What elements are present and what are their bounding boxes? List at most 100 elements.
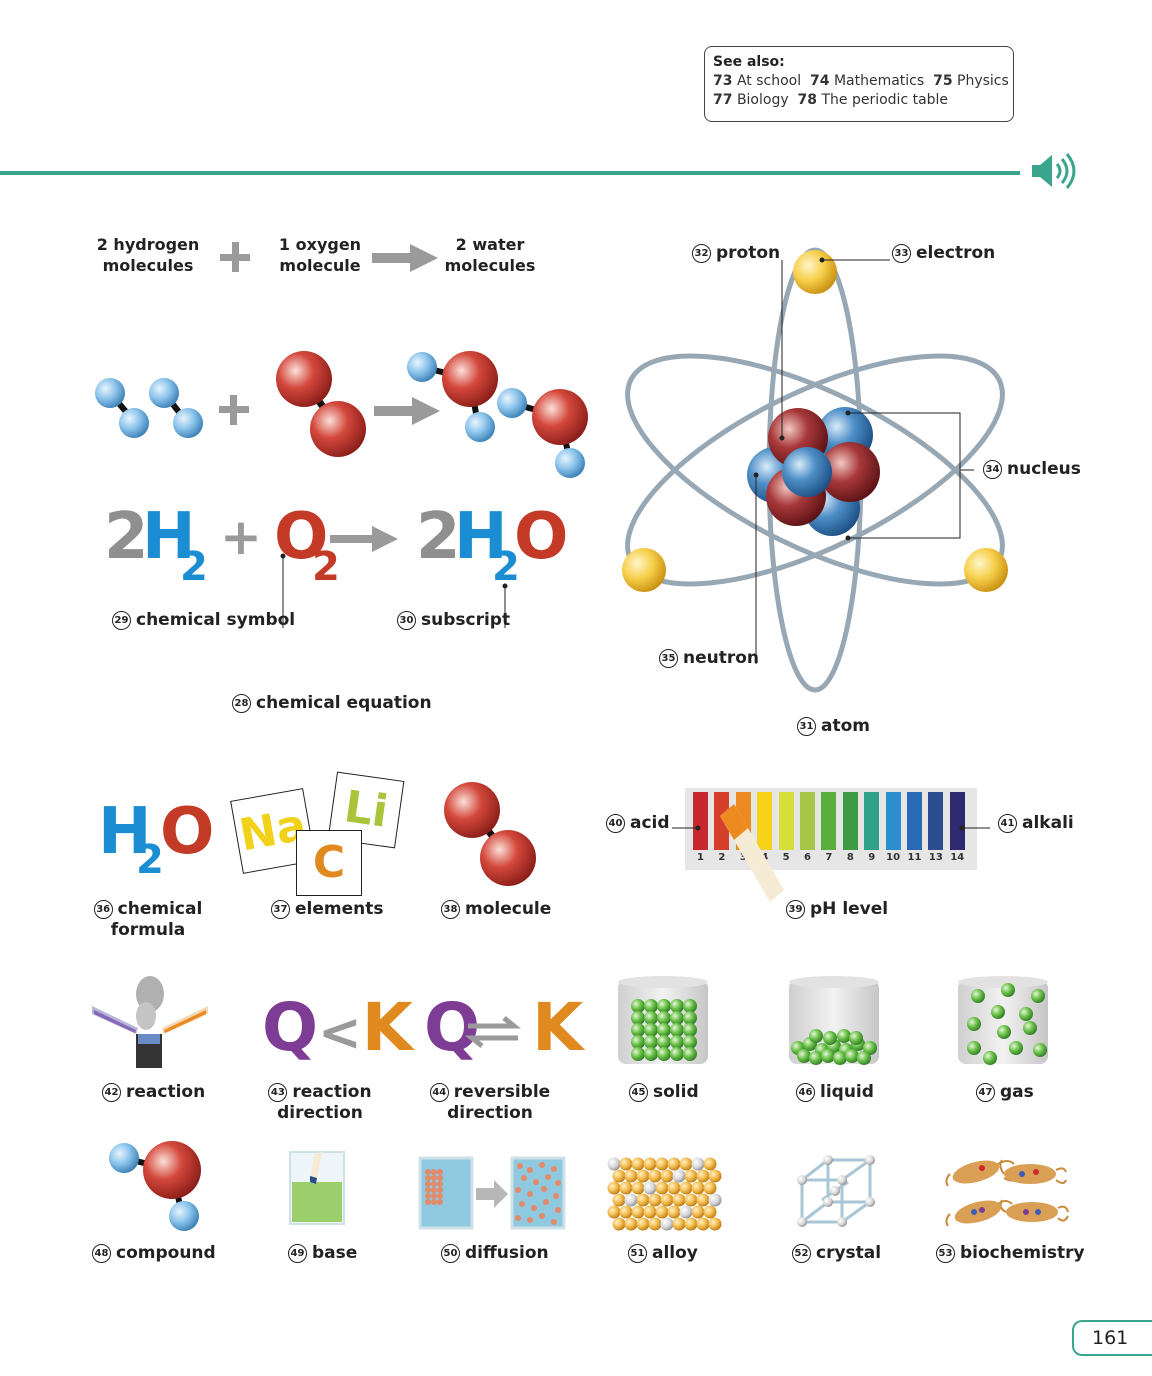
chemical-equation-formula: 2 H 2 + O 2 2 H 2 O [104,500,568,600]
label-reaction: 42 reaction [102,1082,205,1103]
ph-number: 5 [782,852,790,863]
diffusion-particle [431,1169,437,1175]
solid-particle [644,1023,658,1037]
solid-particle [657,1023,671,1037]
gas-particles [967,983,1047,1065]
diffusion-particle [425,1175,431,1181]
label-chemical-symbol: 29 chemical symbol [112,610,295,631]
reversible-arrows-icon [464,1016,522,1048]
hydrogen-symbol: H [454,500,508,574]
label-crystal: 52 crystal [792,1243,881,1264]
diffusion-particle [515,1215,521,1221]
alloy-particle [691,1157,705,1171]
alloy-particle [648,1193,662,1207]
solid-particle [631,1023,645,1037]
diffusion-particle [425,1169,431,1175]
see-also-link[interactable]: Mathematics [833,73,925,89]
liquid-particle [837,1029,851,1043]
solid-particle [657,1035,671,1049]
gas-particle [991,1005,1005,1019]
solid-particle [670,1047,684,1061]
alloy-particle [672,1169,686,1183]
alloy-particle [648,1169,662,1183]
solid-particle [670,1023,684,1037]
alloy-particle [631,1181,645,1195]
liquid-particles [791,1029,877,1065]
ph-bar [693,792,708,850]
see-also-link[interactable]: At school [736,73,802,89]
solid-particle [644,1047,658,1061]
diffusion-particle [519,1201,525,1207]
oxygen-label: 1 oxygen molecule [278,235,362,275]
label-reaction-direction: 43 reaction direction [250,1082,390,1124]
see-also-num[interactable]: 77 [713,92,733,108]
liquid-particle [849,1031,863,1045]
diffusion-particle [533,1179,539,1185]
solid-particle [657,999,671,1013]
see-also-link[interactable]: Biology [736,92,789,108]
alloy-particle [703,1157,717,1171]
hydrogen-label: 2 hydrogen molecules [96,235,200,275]
label-acid: 40 acid [606,813,670,834]
alloy-particle [631,1157,645,1171]
speaker-icon[interactable] [1030,152,1078,190]
gas-particle [967,1041,981,1055]
elements-cards: Li Na C [230,770,412,900]
biochemistry-graphic [945,1159,1069,1227]
diffusion-particle [425,1199,431,1205]
diffusion-particle [431,1187,437,1193]
diffusion-particle [531,1205,537,1211]
label-molecule: 38 molecule [441,899,551,920]
reaction-direction-graphic: Q<K [262,988,413,1073]
solid-particle [670,1035,684,1049]
alloy-particle [708,1169,722,1183]
diffusion-particle [521,1175,527,1181]
alloy-particle [672,1217,686,1231]
coefficient: 2 [104,500,149,574]
diffusion-particle [527,1191,533,1197]
equation-plus-icon [220,242,250,272]
alloy-particle [643,1157,657,1171]
diffusion-particles-concentrated [425,1169,443,1205]
ph-bar [907,792,922,850]
diffusion-particle [551,1166,557,1172]
alloy-particle [696,1193,710,1207]
alloy-particle [655,1181,669,1195]
gas-particle [1031,989,1045,1003]
k-symbol: K [532,989,584,1066]
alloy-particle [643,1205,657,1219]
solid-particle [670,999,684,1013]
see-also-num[interactable]: 73 [713,73,733,89]
liquid-particle [857,1051,871,1065]
compound-graphic [109,1141,201,1231]
see-also-link[interactable]: Physics [957,73,1009,89]
see-also-link[interactable]: The periodic table [821,92,949,108]
gas-particle [997,1025,1011,1039]
diffusion-particle [431,1181,437,1187]
ph-bar [800,792,815,850]
label-compound: 48 compound [92,1243,216,1264]
alloy-particle [624,1169,638,1183]
label-diffusion: 50 diffusion [441,1243,549,1264]
see-also-num[interactable]: 75 [933,73,953,89]
gas-particle [1023,1021,1037,1035]
ph-number: 2 [718,852,726,863]
diffusion-particle [517,1163,523,1169]
solid-particles [631,999,697,1061]
ph-bar [885,792,901,850]
liquid-particle [797,1049,811,1063]
alloy-particle [636,1217,650,1231]
label-solid: 45 solid [629,1082,699,1103]
alloy-particle [607,1205,621,1219]
see-also-line-1: 73 At school 74 Mathematics 75 Physics [713,72,1013,91]
diffusion-particle [425,1193,431,1199]
diffusion-particle [539,1162,545,1168]
ph-bar [842,792,858,850]
ph-number: 6 [804,852,811,863]
label-alkali: 41 alkali [998,813,1074,834]
label-chemical-formula: 36 chemical formula [78,899,218,941]
see-also-num[interactable]: 78 [797,92,818,108]
see-also-num[interactable]: 74 [810,73,830,89]
